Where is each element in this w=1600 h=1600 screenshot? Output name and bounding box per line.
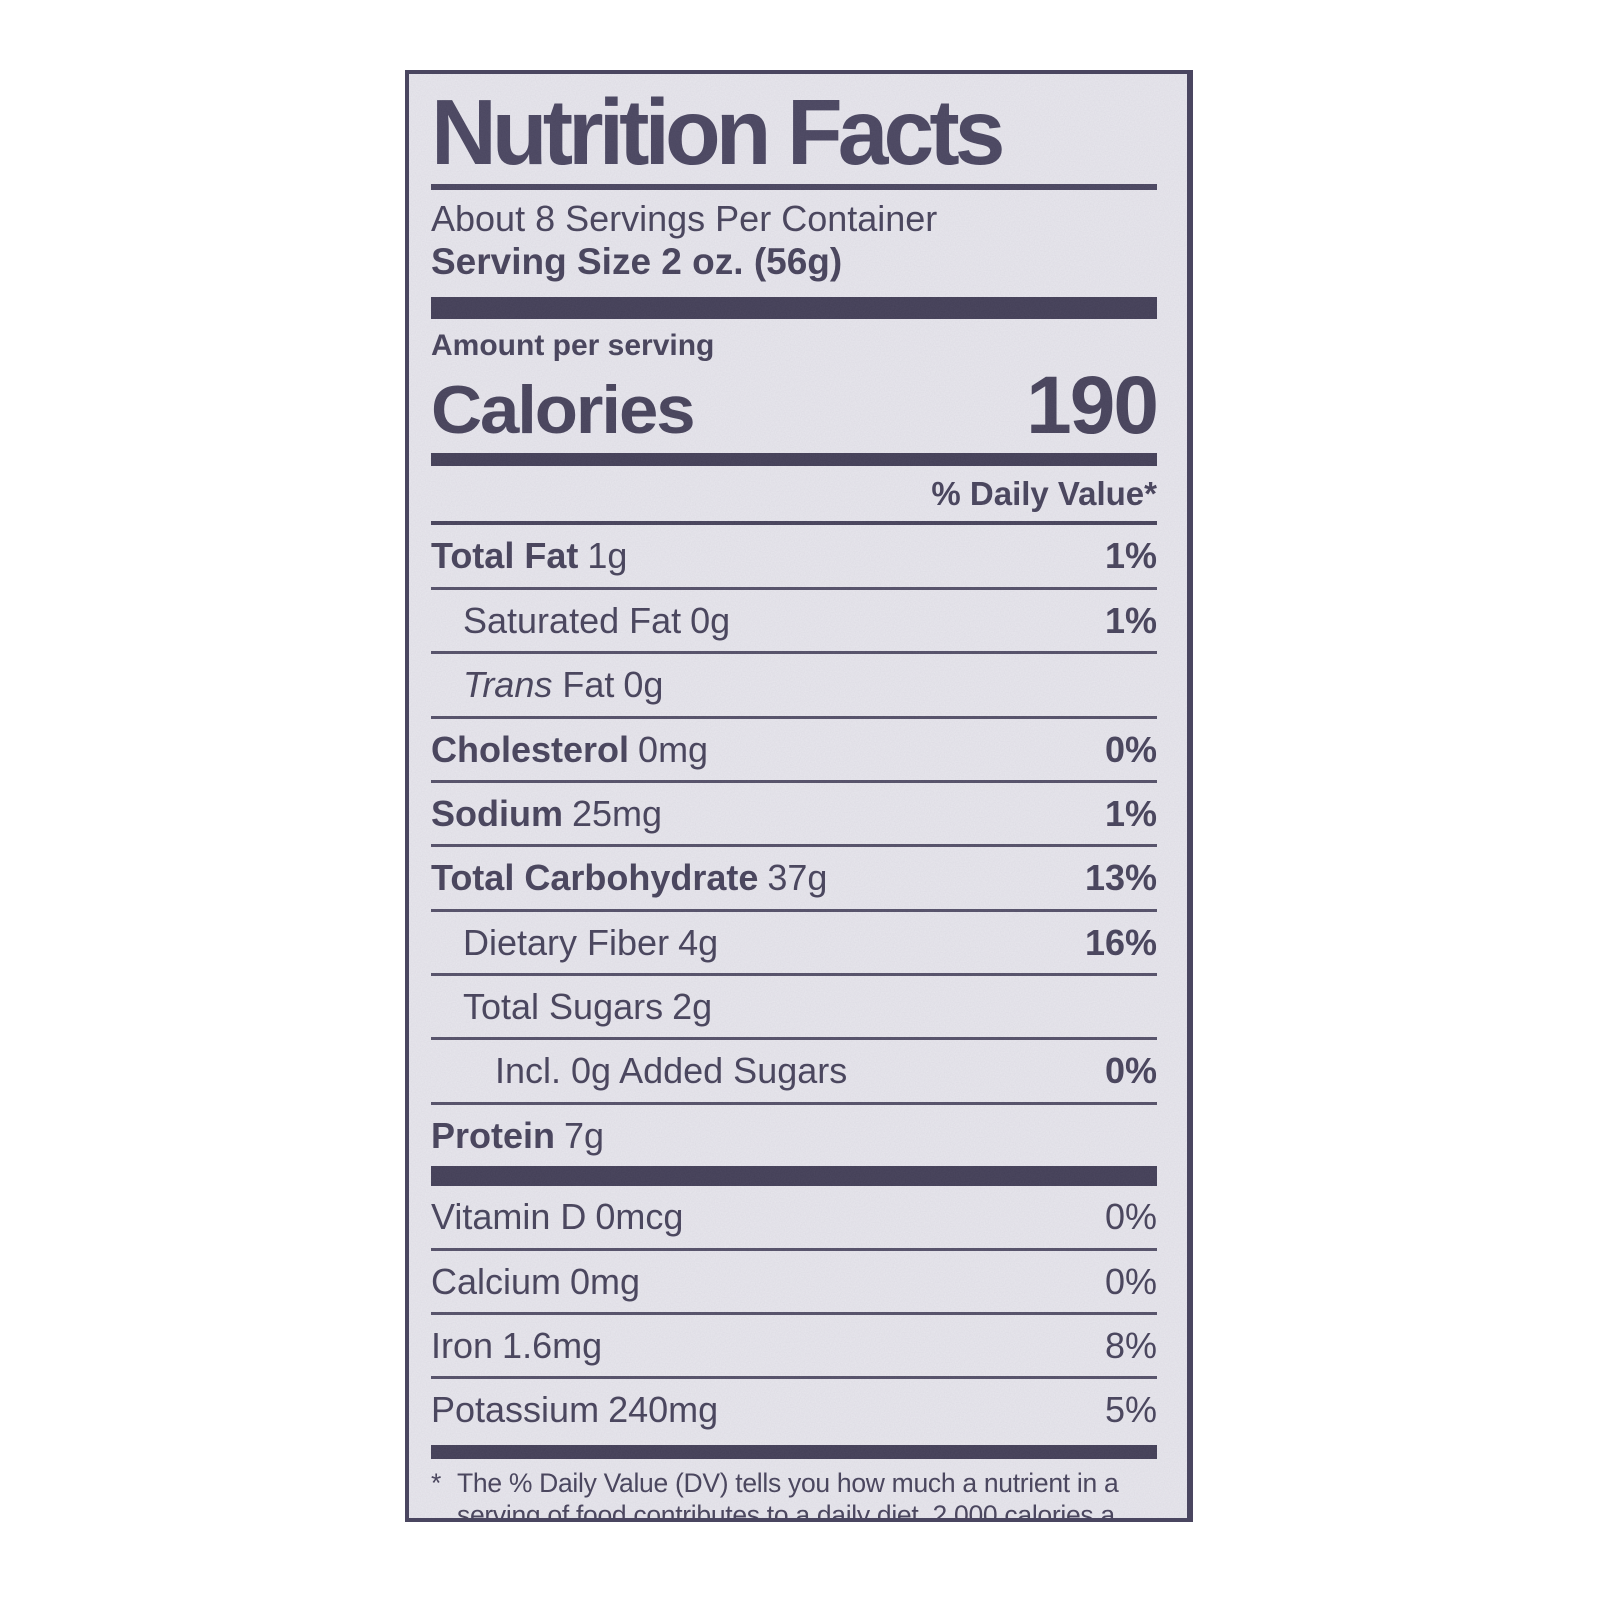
nutrient-name: Iron 1.6mg bbox=[431, 1325, 603, 1367]
nutrient-name: Protein 7g bbox=[431, 1114, 605, 1156]
nutrient-rows: Total Fat 1g 1% Saturated Fat 0g 1% Trans … bbox=[431, 525, 1157, 1166]
nutrient-daily-value: 13% bbox=[1084, 857, 1157, 899]
nutrient-row: Potassium 240mg 5% bbox=[431, 1376, 1157, 1440]
nutrient-row: Saturated Fat 0g 1% bbox=[431, 586, 1157, 651]
nutrient-row: Protein 7g bbox=[431, 1101, 1157, 1166]
nutrient-row: Cholesterol 0mg 0% bbox=[431, 715, 1157, 780]
nutrient-row: Incl. 0g Added Sugars 0% bbox=[431, 1037, 1157, 1101]
footnote-text: The % Daily Value (DV) tells you how muc… bbox=[457, 1467, 1119, 1522]
nutrition-facts-label: Nutrition Facts About 8 Servings Per Con… bbox=[405, 70, 1193, 1522]
nutrient-daily-value: 8% bbox=[1104, 1325, 1157, 1367]
nutrient-name: Total Sugars 2g bbox=[463, 986, 713, 1028]
nutrient-daily-value: 16% bbox=[1084, 921, 1157, 963]
thick-separator-bar-vitamins bbox=[431, 1166, 1157, 1187]
daily-value-header: % Daily Value* bbox=[431, 466, 1157, 526]
nutrient-daily-value: 1% bbox=[1104, 792, 1157, 834]
footnote-separator-bar bbox=[431, 1444, 1157, 1459]
nutrient-name: Trans Fat 0g bbox=[463, 664, 664, 706]
nutrient-daily-value: 0% bbox=[1104, 728, 1157, 770]
nutrient-daily-value: 1% bbox=[1104, 599, 1157, 641]
nutrient-name: Sodium 25mg bbox=[431, 792, 663, 834]
nutrient-row: Calcium 0mg 0% bbox=[431, 1247, 1157, 1312]
label-content: Nutrition Facts About 8 Servings Per Con… bbox=[431, 80, 1159, 1522]
nutrient-name: Total Fat 1g bbox=[431, 535, 628, 577]
micronutrient-rows: Vitamin D 0mcg 0% Calcium 0mg 0% Iron 1.6mg… bbox=[431, 1186, 1157, 1441]
nutrient-row: Sodium 25mg 1% bbox=[431, 779, 1157, 844]
calories-label: Calories bbox=[431, 372, 696, 449]
nutrient-name: Cholesterol 0mg bbox=[431, 728, 709, 770]
nutrient-row: Total Sugars 2g bbox=[431, 973, 1157, 1037]
nutrient-row: Total Carbohydrate 37g 13% bbox=[431, 844, 1157, 908]
calories-value: 190 bbox=[1026, 360, 1159, 452]
nutrient-daily-value: 0% bbox=[1104, 1196, 1157, 1238]
nutrient-daily-value: 0% bbox=[1104, 1260, 1157, 1302]
nutrient-name: Total Carbohydrate 37g bbox=[431, 857, 828, 899]
nutrient-name: Dietary Fiber 4g bbox=[463, 921, 719, 963]
nutrient-name: Potassium 240mg bbox=[431, 1389, 719, 1431]
nutrient-daily-value: 5% bbox=[1104, 1389, 1157, 1431]
nutrient-row: Iron 1.6mg 8% bbox=[431, 1312, 1157, 1376]
serving-size: Serving Size 2 oz. (56g) bbox=[431, 241, 843, 283]
calories-row: Calories 190 bbox=[431, 360, 1159, 452]
daily-value-footnote: * The % Daily Value (DV) tells you how m… bbox=[431, 1467, 1157, 1522]
title-rule bbox=[431, 184, 1157, 190]
nutrient-daily-value: 0% bbox=[1104, 1050, 1157, 1092]
nutrient-daily-value: 1% bbox=[1104, 535, 1157, 577]
medium-separator-bar bbox=[431, 453, 1157, 467]
label-title: Nutrition Facts bbox=[431, 80, 1005, 184]
footnote-asterisk: * bbox=[431, 1467, 442, 1498]
servings-per-container: About 8 Servings Per Container bbox=[431, 198, 938, 239]
nutrient-name: Calcium 0mg bbox=[431, 1260, 641, 1302]
nutrient-row: Total Fat 1g 1% bbox=[431, 525, 1157, 586]
nutrient-row: Trans Fat 0g bbox=[431, 651, 1157, 715]
nutrient-row: Vitamin D 0mcg 0% bbox=[431, 1186, 1157, 1247]
nutrient-name: Vitamin D 0mcg bbox=[431, 1196, 684, 1238]
nutrient-name: Saturated Fat 0g bbox=[463, 599, 731, 641]
amount-per-serving-label: Amount per serving bbox=[431, 328, 715, 362]
thick-separator-bar bbox=[431, 296, 1157, 319]
nutrient-name: Incl. 0g Added Sugars bbox=[495, 1050, 848, 1092]
nutrient-row: Dietary Fiber 4g 16% bbox=[431, 908, 1157, 973]
